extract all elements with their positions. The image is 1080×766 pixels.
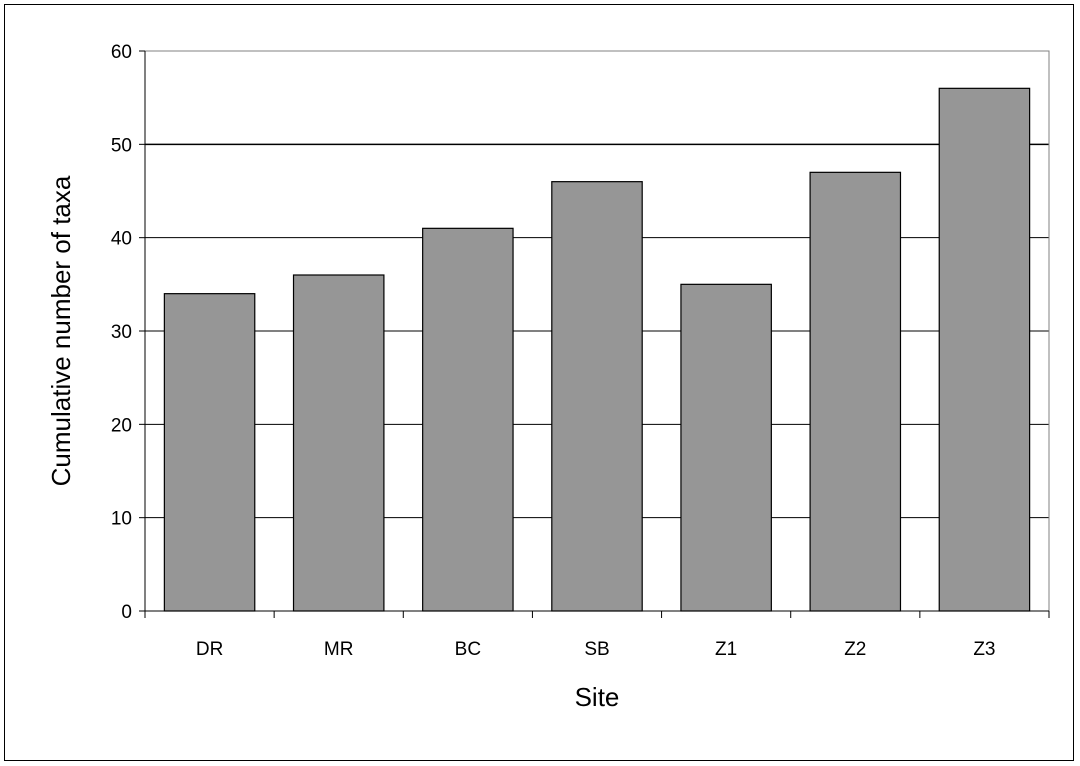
x-tick-label: Z3 <box>973 639 995 660</box>
x-tick-label: MR <box>324 639 354 660</box>
x-tick-label: BC <box>455 639 481 660</box>
y-tick-label: 60 <box>111 42 132 63</box>
bar-z2 <box>809 171 902 612</box>
y-tick-label: 0 <box>121 602 132 623</box>
bar-z3 <box>938 87 1031 612</box>
x-tick-label: Z1 <box>715 639 737 660</box>
y-tick-label: 20 <box>111 415 132 436</box>
y-axis-title: Cumulative number of taxa <box>46 175 76 486</box>
x-tick-label: DR <box>196 639 223 660</box>
y-tick-label: 40 <box>111 229 132 250</box>
bar-bc <box>422 227 514 612</box>
x-axis-title: Site <box>575 682 620 712</box>
y-tick-label: 10 <box>111 509 132 530</box>
bars <box>163 87 1031 612</box>
y-tick-label: 50 <box>111 135 132 156</box>
bar-z1 <box>680 283 772 612</box>
y-tick-label: 30 <box>111 322 132 343</box>
x-axis-ticks: DR MR BC SB Z1 Z2 Z3 <box>144 611 1050 660</box>
bar-sb <box>551 181 643 612</box>
x-tick-label: Z2 <box>844 639 866 660</box>
y-axis-ticks: 0 10 20 30 40 50 60 <box>111 42 145 623</box>
bar-dr <box>163 293 256 612</box>
bar-mr <box>292 274 385 612</box>
x-tick-label: SB <box>584 639 609 660</box>
